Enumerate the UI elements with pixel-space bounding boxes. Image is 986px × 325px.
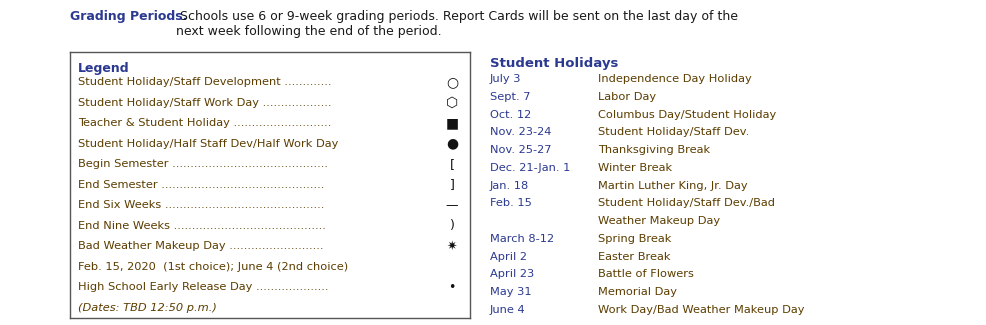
Text: End Six Weeks ............................................: End Six Weeks ..........................… bbox=[78, 200, 324, 210]
Text: Independence Day Holiday: Independence Day Holiday bbox=[598, 74, 751, 84]
Text: Spring Break: Spring Break bbox=[598, 234, 671, 244]
Text: Student Holiday/Staff Dev.: Student Holiday/Staff Dev. bbox=[598, 127, 749, 137]
Text: ]: ] bbox=[450, 178, 455, 191]
Text: April 23: April 23 bbox=[490, 269, 534, 280]
Text: Easter Break: Easter Break bbox=[598, 252, 670, 262]
Text: ): ) bbox=[450, 219, 455, 232]
Text: —: — bbox=[446, 199, 458, 212]
Text: High School Early Release Day ....................: High School Early Release Day ..........… bbox=[78, 282, 328, 292]
Text: Oct. 12: Oct. 12 bbox=[490, 110, 531, 120]
Text: Feb. 15: Feb. 15 bbox=[490, 198, 531, 208]
Text: Grading Periods.: Grading Periods. bbox=[70, 10, 187, 23]
Text: [: [ bbox=[450, 158, 455, 171]
Text: •: • bbox=[449, 281, 456, 294]
Text: Student Holiday/Staff Dev./Bad: Student Holiday/Staff Dev./Bad bbox=[598, 198, 775, 208]
Text: End Semester .............................................: End Semester ...........................… bbox=[78, 180, 324, 190]
Text: Student Holiday/Staff Development .............: Student Holiday/Staff Development ......… bbox=[78, 77, 331, 87]
Text: Student Holiday/Half Staff Dev/Half Work Day: Student Holiday/Half Staff Dev/Half Work… bbox=[78, 139, 338, 149]
Text: May 31: May 31 bbox=[490, 287, 531, 297]
Text: (Dates: TBD 12:50 p.m.): (Dates: TBD 12:50 p.m.) bbox=[78, 303, 217, 313]
Text: Jan. 18: Jan. 18 bbox=[490, 181, 529, 191]
Text: Winter Break: Winter Break bbox=[598, 163, 672, 173]
Text: Teacher & Student Holiday ...........................: Teacher & Student Holiday ..............… bbox=[78, 118, 331, 128]
Text: ■: ■ bbox=[446, 116, 458, 130]
Text: ●: ● bbox=[446, 136, 458, 150]
Text: June 4: June 4 bbox=[490, 305, 526, 315]
Text: March 8-12: March 8-12 bbox=[490, 234, 554, 244]
Text: Battle of Flowers: Battle of Flowers bbox=[598, 269, 694, 280]
Text: Nov. 25-27: Nov. 25-27 bbox=[490, 145, 551, 155]
Text: ✷: ✷ bbox=[447, 240, 458, 253]
Text: Work Day/Bad Weather Makeup Day: Work Day/Bad Weather Makeup Day bbox=[598, 305, 805, 315]
Text: Bad Weather Makeup Day ..........................: Bad Weather Makeup Day .................… bbox=[78, 241, 323, 251]
Text: April 2: April 2 bbox=[490, 252, 527, 262]
Text: ○: ○ bbox=[446, 75, 458, 89]
Text: Student Holiday/Staff Work Day ...................: Student Holiday/Staff Work Day .........… bbox=[78, 98, 331, 108]
Text: Dec. 21-Jan. 1: Dec. 21-Jan. 1 bbox=[490, 163, 570, 173]
Text: Begin Semester ...........................................: Begin Semester .........................… bbox=[78, 159, 328, 169]
Text: Thanksgiving Break: Thanksgiving Break bbox=[598, 145, 710, 155]
Text: Weather Makeup Day: Weather Makeup Day bbox=[598, 216, 720, 226]
Text: Columbus Day/Student Holiday: Columbus Day/Student Holiday bbox=[598, 110, 776, 120]
Text: Legend: Legend bbox=[78, 62, 129, 75]
Text: End Nine Weeks ..........................................: End Nine Weeks .........................… bbox=[78, 221, 326, 231]
Text: Feb. 15, 2020  (1st choice); June 4 (2nd choice): Feb. 15, 2020 (1st choice); June 4 (2nd … bbox=[78, 262, 348, 272]
Text: Schools use 6 or 9-week grading periods. Report Cards will be sent on the last d: Schools use 6 or 9-week grading periods.… bbox=[176, 10, 738, 38]
Text: Student Holidays: Student Holidays bbox=[490, 57, 618, 70]
Text: Martin Luther King, Jr. Day: Martin Luther King, Jr. Day bbox=[598, 181, 747, 191]
Text: Sept. 7: Sept. 7 bbox=[490, 92, 530, 102]
Text: Labor Day: Labor Day bbox=[598, 92, 656, 102]
Text: Memorial Day: Memorial Day bbox=[598, 287, 677, 297]
Text: July 3: July 3 bbox=[490, 74, 522, 84]
Text: ⬡: ⬡ bbox=[446, 96, 458, 110]
Text: Nov. 23-24: Nov. 23-24 bbox=[490, 127, 551, 137]
